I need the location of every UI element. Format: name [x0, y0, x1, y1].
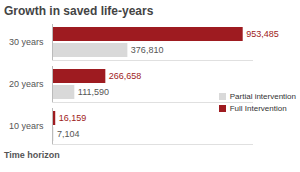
svg-text:16,159: 16,159	[59, 113, 87, 123]
svg-text:30 years: 30 years	[9, 37, 44, 47]
svg-text:111,590: 111,590	[78, 87, 109, 97]
svg-text:266,658: 266,658	[109, 71, 142, 81]
svg-text:10 years: 10 years	[9, 121, 44, 131]
html-text:Growth in saved life-years: Growth in saved life-years	[4, 4, 154, 18]
html-text:Time horizon: Time horizon	[4, 150, 60, 160]
svg-text:953,485: 953,485	[246, 29, 279, 39]
html-text:Partial intervention: Partial intervention	[229, 92, 296, 101]
html-text:Full Intervention: Full Intervention	[229, 104, 287, 113]
svg-text:376,810: 376,810	[131, 45, 164, 55]
svg-text:7,104: 7,104	[57, 129, 80, 139]
svg-text:20 years: 20 years	[9, 79, 44, 89]
